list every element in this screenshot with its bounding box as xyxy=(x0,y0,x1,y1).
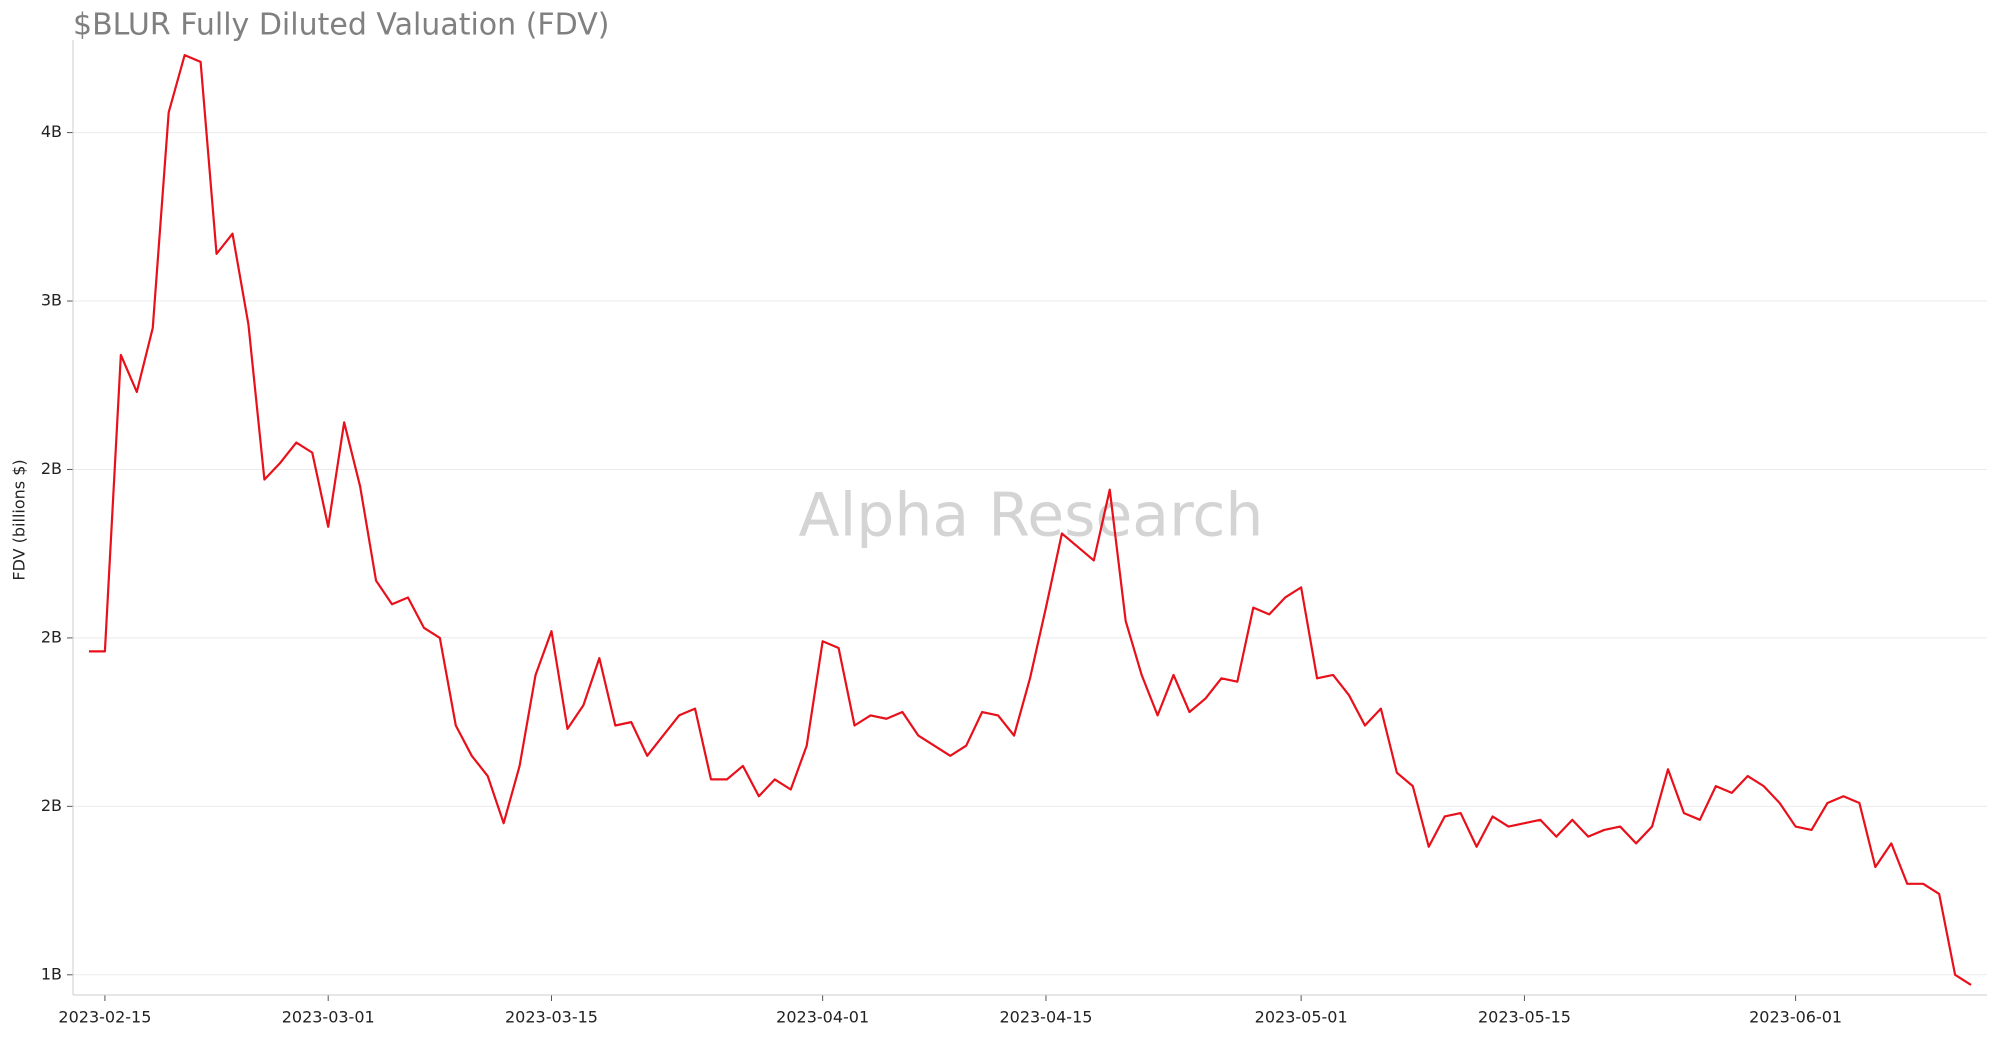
y-tick-label: 2B xyxy=(41,796,62,815)
x-tick-label: 2023-03-15 xyxy=(505,1008,598,1027)
x-tick-label: 2023-06-01 xyxy=(1749,1008,1842,1027)
x-tick-label: 2023-05-15 xyxy=(1478,1008,1571,1027)
x-tick-label: 2023-04-01 xyxy=(776,1008,869,1027)
y-tick-label: 4B xyxy=(41,122,62,141)
x-tick-label: 2023-05-01 xyxy=(1255,1008,1348,1027)
x-tick-label: 2023-03-01 xyxy=(282,1008,375,1027)
y-tick-label: 1B xyxy=(41,964,62,983)
line-series xyxy=(88,54,1972,986)
watermark: Alpha Research xyxy=(799,481,1264,551)
y-tick-label: 3B xyxy=(41,291,62,310)
y-tick-label: 2B xyxy=(41,459,62,478)
x-tick-label: 2023-02-15 xyxy=(58,1008,151,1027)
y-axis-label: FDV (billions $) xyxy=(10,459,29,580)
chart-title: $BLUR Fully Diluted Valuation (FDV) xyxy=(73,8,609,43)
y-tick-label: 2B xyxy=(41,627,62,646)
x-tick-label: 2023-04-15 xyxy=(999,1008,1092,1027)
